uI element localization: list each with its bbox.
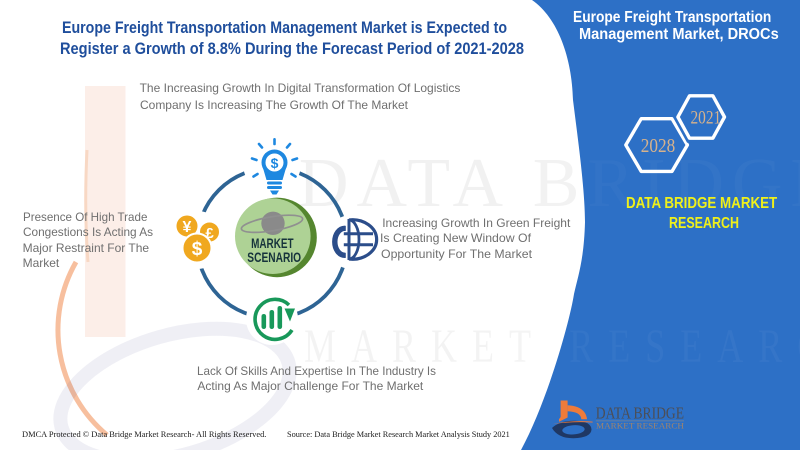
- svg-text:£: £: [205, 225, 214, 242]
- svg-text:2028: 2028: [641, 136, 676, 157]
- svg-text:MARKET RESEARCH: MARKET RESEARCH: [304, 320, 800, 373]
- svg-text:DATA BRIDGE: DATA BRIDGE: [298, 145, 800, 222]
- svg-text:SCENARIO: SCENARIO: [247, 249, 301, 265]
- svg-text:DATA BRIDGE: DATA BRIDGE: [596, 404, 684, 423]
- svg-text:¥: ¥: [183, 219, 192, 236]
- svg-text:$: $: [271, 155, 279, 171]
- svg-text:MARKET RESEARCH: MARKET RESEARCH: [596, 422, 684, 431]
- svg-text:MARKET: MARKET: [251, 235, 294, 251]
- svg-text:$: $: [192, 239, 203, 260]
- svg-text:2021: 2021: [691, 108, 722, 128]
